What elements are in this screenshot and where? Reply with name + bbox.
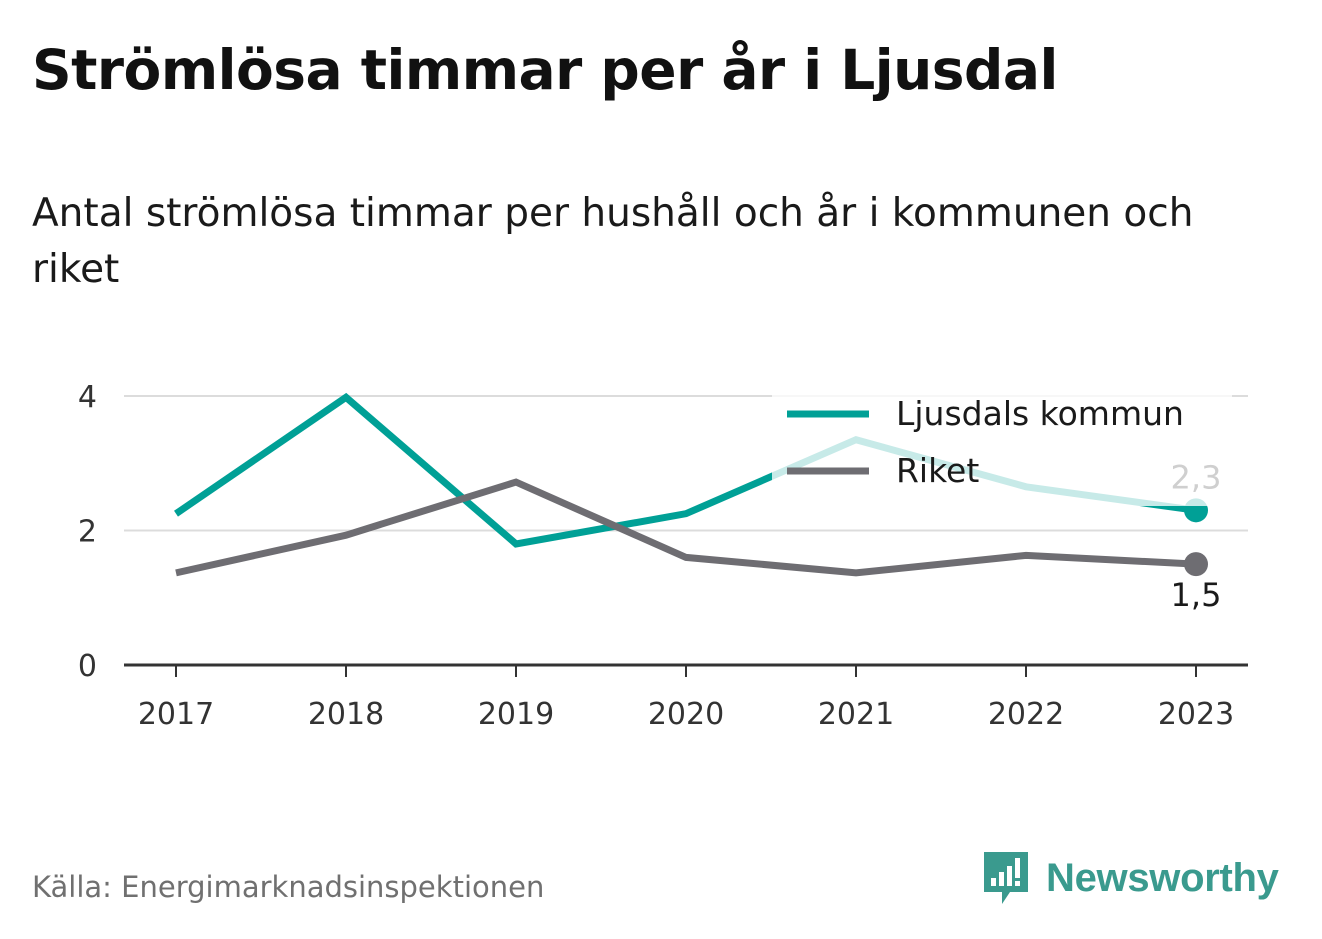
x-tick-label: 2021 bbox=[818, 697, 894, 732]
brand-logo: Newsworthy bbox=[980, 848, 1279, 908]
legend-label: Riket bbox=[896, 451, 979, 490]
end-marker-1 bbox=[1184, 552, 1208, 577]
y-tick-labels: 0 2 4 bbox=[78, 380, 97, 684]
legend-label: Ljusdals kommun bbox=[896, 394, 1184, 433]
y-tick-label: 0 bbox=[78, 649, 97, 684]
series-line-1 bbox=[175, 478, 1197, 577]
chart-title: Strömlösa timmar per år i Ljusdal bbox=[32, 38, 1058, 102]
end-value-label: 2,3 bbox=[1171, 458, 1222, 496]
legend-background bbox=[772, 376, 1232, 506]
x-tick-label: 2020 bbox=[648, 697, 724, 732]
x-tick-label: 2019 bbox=[478, 697, 554, 732]
source-note: Källa: Energimarknadsinspektionen bbox=[32, 870, 545, 904]
end-labels: 2,3 1,5 bbox=[1171, 458, 1222, 614]
brand-name: Newsworthy bbox=[1046, 855, 1279, 900]
end-value-label: 1,5 bbox=[1171, 576, 1222, 614]
x-tick-label: 2022 bbox=[988, 697, 1064, 732]
x-tick-label: 2023 bbox=[1158, 697, 1234, 732]
newsworthy-logo-icon bbox=[984, 852, 1028, 904]
y-tick-label: 2 bbox=[78, 515, 97, 550]
chart-subtitle: Antal strömlösa timmar per hushåll och å… bbox=[32, 191, 1194, 292]
legend: Ljusdals kommun Riket bbox=[772, 376, 1232, 506]
x-tick-label: 2018 bbox=[308, 697, 384, 732]
y-tick-label: 4 bbox=[78, 380, 97, 415]
x-axis: 2017 2018 2019 2020 2021 2022 2023 bbox=[124, 663, 1248, 732]
x-tick-label: 2017 bbox=[138, 697, 214, 732]
